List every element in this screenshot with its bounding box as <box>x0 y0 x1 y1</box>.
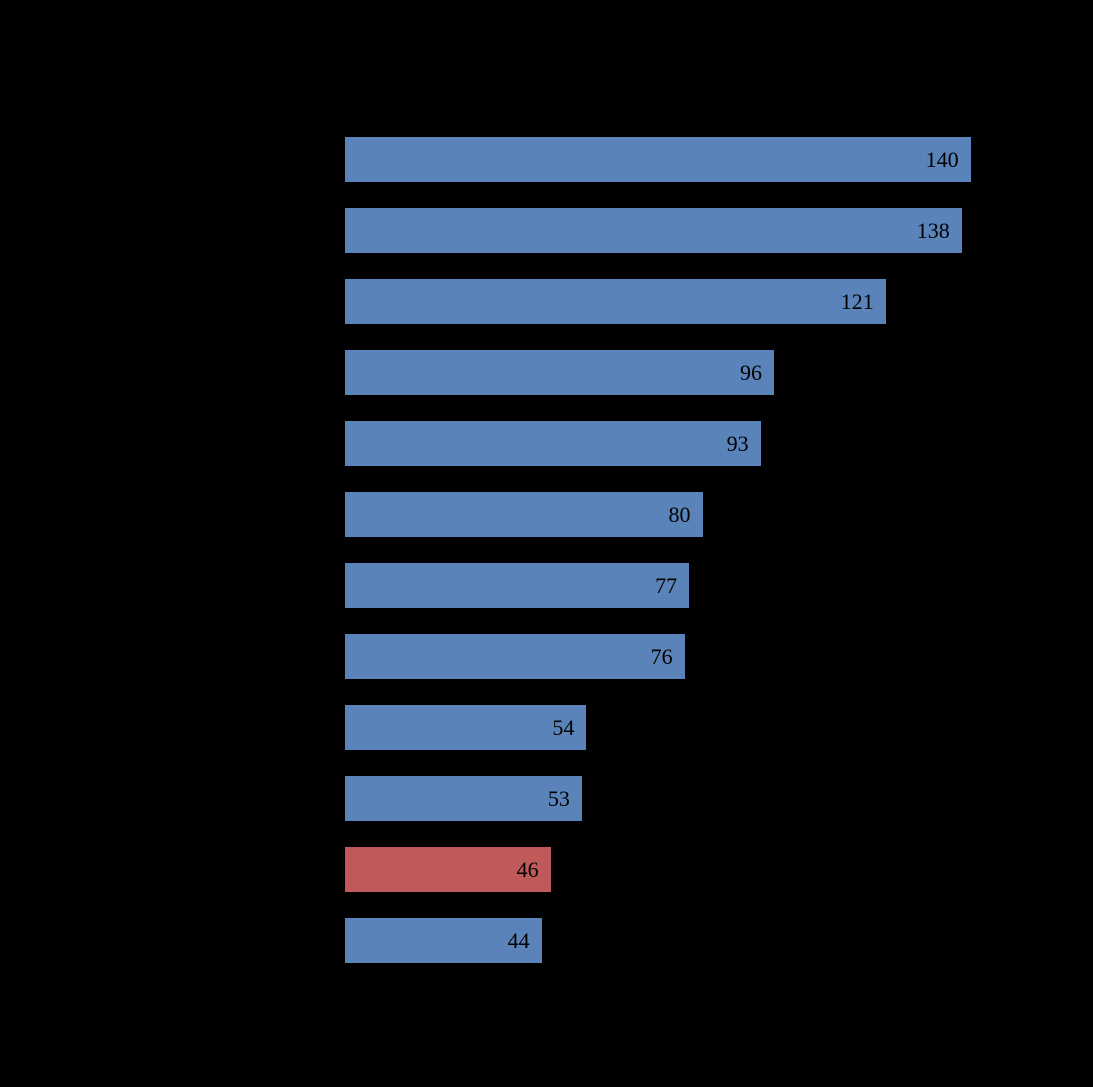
bar <box>345 492 703 537</box>
bar-row: 138 <box>345 208 1060 253</box>
bar-row: 76 <box>345 634 1060 679</box>
x-tick <box>881 979 882 985</box>
bar-row: 44 <box>345 918 1060 963</box>
x-tick <box>1060 979 1061 985</box>
bar-row: 140 <box>345 137 1060 182</box>
bar <box>345 421 761 466</box>
bar-value-label: 138 <box>917 218 950 244</box>
x-tick <box>703 979 704 985</box>
bar-value-label: 96 <box>740 360 762 386</box>
bar-value-label: 93 <box>727 431 749 457</box>
bar <box>345 776 582 821</box>
bar-row: 93 <box>345 421 1060 466</box>
bar-value-label: 140 <box>926 147 959 173</box>
bar <box>345 705 586 750</box>
bar-value-label: 54 <box>552 715 574 741</box>
bar-value-label: 76 <box>651 644 673 670</box>
bar <box>345 208 962 253</box>
bar-row: 54 <box>345 705 1060 750</box>
x-tick <box>613 979 614 985</box>
bar-chart: 140 138 121 96 93 80 77 76 54 53 46 44 <box>0 0 1093 1087</box>
bar-value-label: 80 <box>669 502 691 528</box>
plot-area: 140 138 121 96 93 80 77 76 54 53 46 44 <box>345 124 1060 979</box>
x-tick <box>434 979 435 985</box>
bar-row: 96 <box>345 350 1060 395</box>
bar-value-label: 77 <box>655 573 677 599</box>
bar <box>345 137 971 182</box>
bar-row: 46 <box>345 847 1060 892</box>
bar <box>345 634 685 679</box>
x-tick <box>971 979 972 985</box>
bar-value-label: 121 <box>841 289 874 315</box>
bar <box>345 350 774 395</box>
bar <box>345 279 886 324</box>
x-tick <box>792 979 793 985</box>
bar-value-label: 44 <box>508 928 530 954</box>
bar-value-label: 53 <box>548 786 570 812</box>
x-tick <box>524 979 525 985</box>
bar-row: 53 <box>345 776 1060 821</box>
bar-row: 80 <box>345 492 1060 537</box>
x-tick <box>345 979 346 985</box>
bar-row: 121 <box>345 279 1060 324</box>
bar-value-label: 46 <box>517 857 539 883</box>
bar <box>345 563 689 608</box>
bar-row: 77 <box>345 563 1060 608</box>
